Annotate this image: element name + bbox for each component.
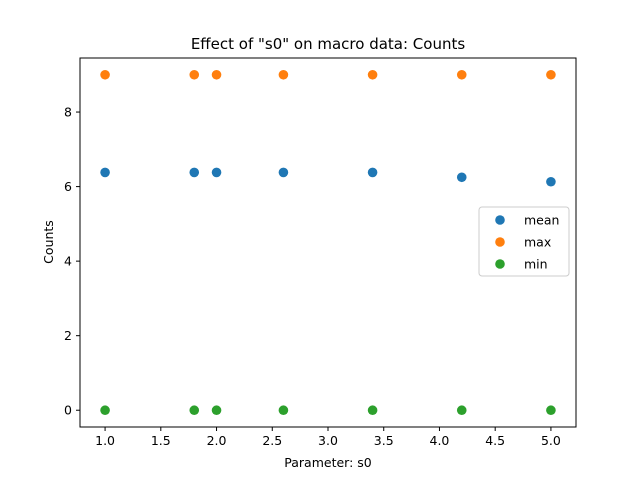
point-min [211, 405, 222, 416]
x-axis: 1.0 1.5 2.0 2.5 3.0 3.5 4.0 4.5 5.0 [95, 427, 561, 448]
x-tick-label: 1.5 [151, 433, 171, 448]
point-mean [546, 176, 556, 187]
x-tick-label: 3.0 [318, 433, 338, 448]
data-points [100, 69, 556, 416]
point-max [367, 69, 378, 80]
point-min [278, 405, 289, 416]
legend-label-max: max [524, 235, 551, 250]
point-max [211, 69, 222, 80]
point-min [456, 405, 467, 416]
legend-marker-max [495, 237, 505, 247]
x-tick-label: 1.0 [95, 433, 115, 448]
y-tick-label: 4 [64, 254, 72, 269]
x-tick-label: 2.0 [207, 433, 227, 448]
point-max [278, 69, 289, 80]
y-axis: 0 2 4 6 8 [64, 105, 80, 418]
point-mean [100, 167, 110, 178]
legend-label-min: min [524, 257, 548, 272]
legend-marker-mean [495, 215, 505, 225]
x-tick-label: 4.0 [430, 433, 450, 448]
legend-marker-min [495, 259, 505, 269]
y-tick-label: 0 [64, 403, 72, 418]
y-tick-label: 2 [64, 328, 72, 343]
x-tick-label: 5.0 [541, 433, 561, 448]
point-min [367, 405, 378, 416]
legend: mean max min [478, 206, 570, 277]
point-mean [278, 167, 289, 178]
y-tick-label: 6 [64, 179, 72, 194]
chart-title: Effect of "s0" on macro data: Counts [191, 35, 466, 53]
legend-label-mean: mean [524, 213, 559, 228]
point-max [546, 69, 556, 80]
point-min [100, 405, 110, 416]
y-axis-title: Counts [41, 220, 56, 264]
x-tick-label: 2.5 [262, 433, 282, 448]
point-mean [211, 167, 222, 178]
x-tick-label: 3.5 [374, 433, 394, 448]
point-min [189, 405, 200, 416]
point-max [100, 69, 110, 80]
point-max [189, 69, 200, 80]
point-min [546, 405, 556, 416]
x-axis-title: Parameter: s0 [284, 455, 372, 470]
point-max [456, 69, 467, 80]
point-mean [189, 167, 200, 178]
x-tick-label: 4.5 [485, 433, 505, 448]
y-tick-label: 8 [64, 105, 72, 120]
point-mean [367, 167, 378, 178]
point-mean [456, 172, 467, 183]
